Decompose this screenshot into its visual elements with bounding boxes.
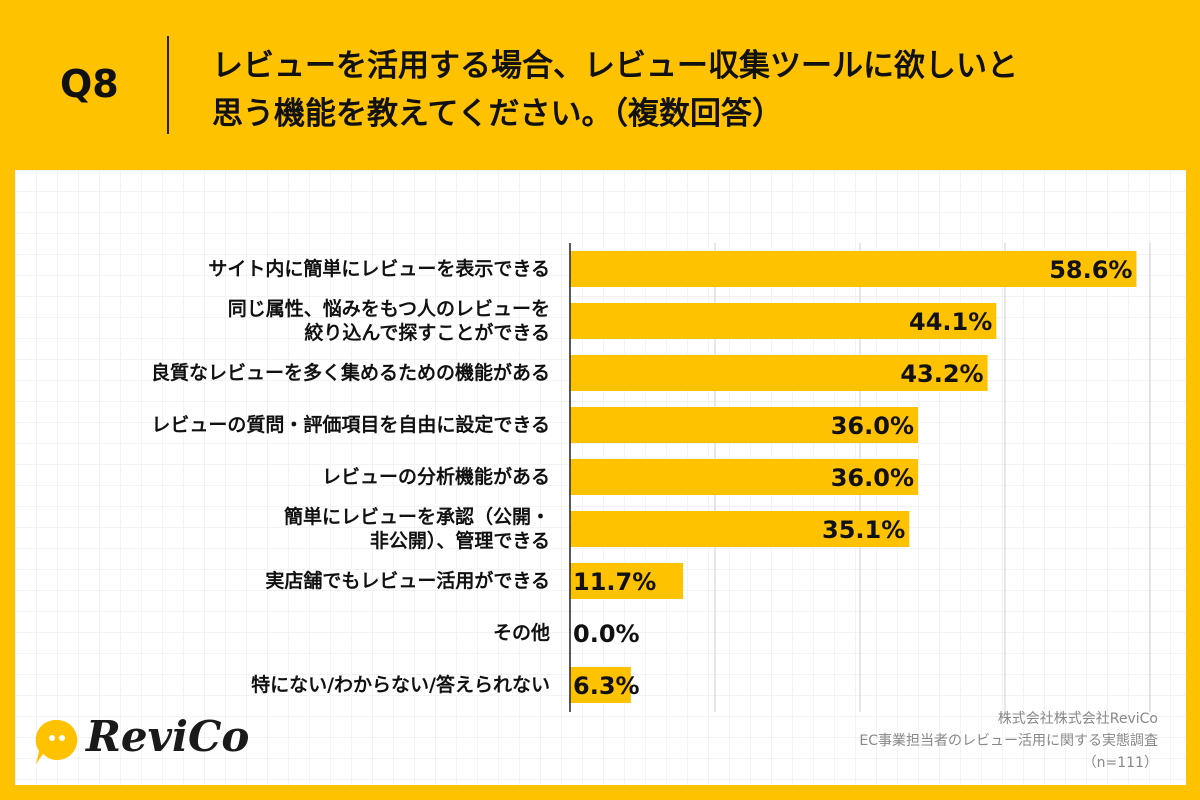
data-label: 44.1% <box>909 308 992 336</box>
logo: ReviCo <box>86 712 250 761</box>
survey-name: EC事業担当者のレビュー活用に関する実態調査 <box>859 733 1158 749</box>
question-number: Q8 <box>60 62 119 106</box>
data-label: 11.7% <box>573 568 656 596</box>
bar <box>570 407 918 443</box>
bar <box>570 355 988 391</box>
category-label: その他 <box>492 622 550 644</box>
bar <box>570 251 1137 287</box>
category-label: 良質なレビューを多く集めるための機能がある <box>150 362 550 384</box>
source-note: 株式会社株式会社ReviCo EC事業担当者のレビュー活用に関する実態調査 （n… <box>859 708 1158 774</box>
bar <box>570 511 910 547</box>
title-line-2: 思う機能を教えてください。（複数回答） <box>212 96 784 132</box>
company: 株式会社株式会社ReviCo <box>997 711 1158 727</box>
category-label: 実店舗でもレビュー活用ができる <box>265 570 550 592</box>
category-label: 同じ属性、悩みをもつ人のレビューを 絞り込んで探すことができる <box>227 298 550 344</box>
data-label: 36.0% <box>831 464 914 492</box>
data-label: 6.3% <box>573 672 640 700</box>
category-label: サイト内に簡単にレビューを表示できる <box>208 258 550 280</box>
data-label: 35.1% <box>822 516 905 544</box>
chat-bubble-icon <box>35 719 78 764</box>
bar <box>570 303 997 339</box>
sample-size: （n=111） <box>1082 755 1158 771</box>
data-label: 58.6% <box>1049 256 1132 284</box>
divider <box>167 36 169 134</box>
category-label: 簡単にレビューを承認（公開・ 非公開）、管理できる <box>283 506 550 552</box>
data-label: 43.2% <box>900 360 983 388</box>
category-label: レビューの質問・評価項目を自由に設定できる <box>151 414 550 436</box>
page-title: レビューを活用する場合、レビュー収集ツールに欲しいと 思う機能を教えてください。… <box>212 42 1172 138</box>
title-line-1: レビューを活用する場合、レビュー収集ツールに欲しいと <box>212 48 1018 84</box>
bar <box>570 563 684 599</box>
category-label: 特にない/わからない/答えられない <box>251 674 550 696</box>
data-label: 0.0% <box>573 620 640 648</box>
bar <box>570 459 918 495</box>
category-label: レビューの分析機能がある <box>321 466 550 488</box>
data-label: 36.0% <box>831 412 914 440</box>
bar <box>570 667 631 703</box>
